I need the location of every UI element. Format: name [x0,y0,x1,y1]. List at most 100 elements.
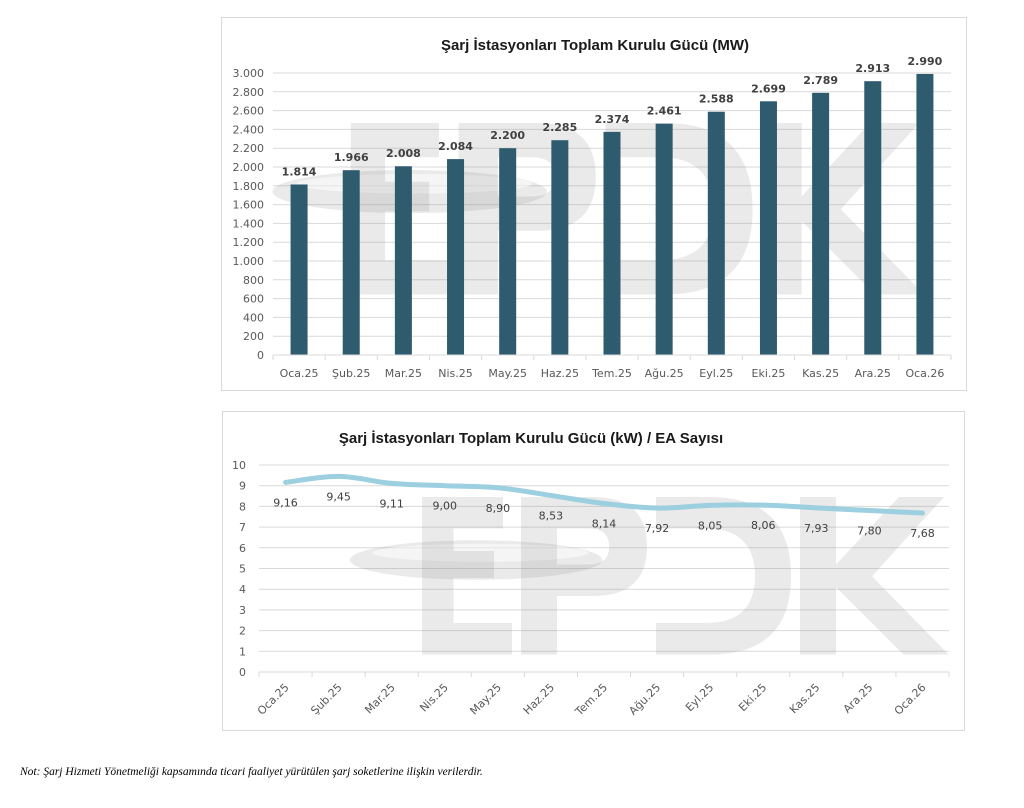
logo-letter-k [762,123,925,295]
y-tick-label: 2 [239,625,246,638]
y-tick-label: 1.200 [233,236,265,249]
x-tick-label: Mar.25 [362,681,398,717]
x-tick-label: Ağu.25 [626,681,663,718]
epdk-watermark [350,497,949,655]
y-tick-label: 2.400 [233,123,265,136]
y-tick-label: 1.400 [233,217,265,230]
y-tick-label: 400 [243,311,264,324]
bar [655,123,673,355]
bar [394,166,412,355]
x-tick-label: Haz.25 [521,681,557,717]
x-tick-label: Eki.25 [752,367,786,380]
bar [290,184,308,355]
y-tick-label: 0 [257,349,264,362]
line-chart-data-labels: 9,16 9,45 9,11 9,00 8,90 8,53 8,14 7,92 8,05 8,06… [273,490,934,540]
bar-value-label: 2.699 [751,82,786,95]
x-tick-label: May.25 [467,681,504,718]
line-value-label: 7,93 [804,522,829,535]
y-tick-label: 3.000 [233,67,265,80]
x-tick-label: Kas.25 [787,681,822,716]
line-value-label: 8,06 [751,519,776,532]
bar-value-label: 2.084 [438,140,473,153]
x-tick-label: Eyl.25 [683,681,716,714]
y-tick-label: 1.600 [233,199,265,212]
bar [551,140,569,355]
y-tick-label: 9 [239,480,246,493]
bar [447,159,465,355]
line-value-label: 9,45 [326,490,351,503]
x-tick-label: Tem.25 [591,367,632,380]
bar-chart-data-labels: 1.814 1.966 2.008 2.084 2.200 2.285 2.374 2.461… [282,55,943,179]
x-tick-label: Ara.25 [841,681,876,716]
y-tick-label: 6 [239,542,246,555]
line-value-label: 8,05 [698,519,723,532]
bar-value-label: 2.285 [542,121,577,134]
bar [342,170,360,355]
y-tick-label: 5 [239,563,246,576]
line-value-label: 8,53 [539,509,564,522]
bar [916,73,934,355]
logo-letter-e [422,497,512,655]
bar [707,111,725,355]
y-tick-label: 1 [239,645,246,658]
x-tick-label: Ara.25 [855,367,891,380]
bar-chart-title: Şarj İstasyonları Toplam Kurulu Gücü (MW… [441,37,749,54]
y-tick-label: 600 [243,293,264,306]
y-tick-label: 8 [239,500,246,513]
bar-value-label: 2.461 [647,105,682,118]
bar [864,81,882,355]
line-chart-panel: Şarj İstasyonları Toplam Kurulu Gücü (kW… [222,411,965,731]
bar [812,92,830,356]
logo-letter-d [605,123,753,295]
line-value-label: 8,90 [486,502,511,515]
logo-swoosh-highlight [372,543,589,562]
line-chart-title: Şarj İstasyonları Toplam Kurulu Gücü (kW… [339,430,723,447]
x-tick-label: Nis.25 [417,681,451,715]
line-chart: Şarj İstasyonları Toplam Kurulu Gücü (kW… [232,430,950,719]
bar-chart: Şarj İstasyonları Toplam Kurulu Gücü (MW… [233,37,952,380]
bar-chart-y-axis: 0 200 400 600 800 1.000 1.200 1.400 1.600 1.800 2.… [233,67,265,362]
line-value-label: 7,80 [857,525,882,538]
x-tick-label: Eki.25 [736,681,769,714]
bar-value-label: 2.588 [699,93,734,106]
x-tick-label: Eyl.25 [699,367,733,380]
y-tick-label: 1.800 [233,180,265,193]
y-tick-label: 3 [239,604,246,617]
x-tick-label: May.25 [488,367,527,380]
x-tick-label: Oca.26 [905,367,944,380]
x-tick-label: Oca.25 [280,367,319,380]
bar [499,148,517,355]
line-value-label: 9,16 [273,496,298,509]
line-chart-y-axis: 0 1 2 3 4 5 6 7 8 9 10 [232,459,246,679]
y-tick-label: 2.600 [233,105,265,118]
y-tick-label: 10 [232,459,246,472]
x-tick-label: Tem.25 [572,681,610,719]
bar-chart-x-axis: Oca.25 Şub.25 Mar.25 Nis.25 May.25 Haz.25 Tem.… [272,354,952,380]
y-tick-label: 2.000 [233,161,265,174]
line-value-label: 9,11 [379,497,404,510]
bar-value-label: 1.814 [282,165,317,178]
bar-value-label: 2.990 [908,55,943,68]
x-tick-label: Oca.26 [892,681,929,718]
line-chart-series [283,473,925,516]
line-chart-x-axis: Oca.25 Şub.25 Mar.25 Nis.25 May.25 Haz.25 Tem.… [255,671,950,719]
bar-value-label: 2.374 [595,113,630,126]
x-tick-label: Şub.25 [308,681,344,717]
logo-letter-p [458,123,596,295]
bar [603,131,621,355]
y-tick-label: 2.200 [233,142,265,155]
y-tick-label: 1.000 [233,255,265,268]
y-tick-label: 4 [239,583,246,596]
y-tick-label: 2.800 [233,86,265,99]
bar-value-label: 2.200 [490,129,525,142]
y-tick-label: 200 [243,330,264,343]
x-tick-label: Şub.25 [332,367,370,380]
line-value-label: 9,00 [433,500,458,513]
bar [759,101,777,355]
x-tick-label: Mar.25 [385,367,422,380]
bar-chart-bars [290,73,934,356]
y-tick-label: 800 [243,274,264,287]
logo-letter-k [800,497,949,655]
bar-value-label: 1.966 [334,151,369,164]
line-value-label: 8,14 [592,518,617,531]
